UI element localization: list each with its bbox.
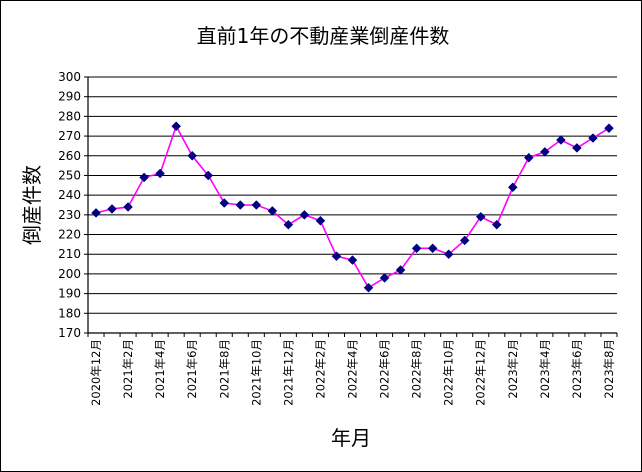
data-point <box>604 123 614 134</box>
data-point <box>507 182 518 193</box>
data-point <box>331 251 342 262</box>
y-tick-label: 240 <box>58 188 81 202</box>
data-point <box>267 206 278 216</box>
data-point <box>187 150 198 161</box>
x-axis-title: 年月 <box>331 426 371 450</box>
axes <box>84 76 618 337</box>
data-point <box>235 200 246 210</box>
data-point <box>107 204 117 214</box>
data-point <box>203 170 214 181</box>
y-tick-label: 230 <box>58 208 81 222</box>
y-tick-label: 300 <box>58 70 81 84</box>
y-tick-label: 190 <box>58 287 81 301</box>
data-point <box>299 209 310 220</box>
data-series <box>91 121 614 293</box>
x-tick-label: 2023年2月 <box>506 339 520 399</box>
data-point <box>572 143 582 153</box>
y-tick-label: 220 <box>58 228 81 242</box>
x-tick-label: 2021年10月 <box>249 339 263 406</box>
x-tick-label: 2021年2月 <box>121 339 135 399</box>
data-point <box>171 121 182 132</box>
x-tick-label: 2021年8月 <box>217 339 231 399</box>
x-tick-label: 2022年2月 <box>313 339 327 399</box>
data-point <box>251 200 262 210</box>
gridlines <box>88 76 617 314</box>
x-tick-label: 2022年10月 <box>442 339 456 406</box>
data-point <box>219 198 230 208</box>
x-tick-label: 2022年6月 <box>378 339 392 399</box>
x-tick-label: 2022年8月 <box>410 339 424 399</box>
y-tick-label: 270 <box>58 129 81 143</box>
x-tick-label: 2023年6月 <box>570 339 584 399</box>
data-point <box>139 172 149 183</box>
data-point <box>427 243 438 254</box>
data-point <box>91 208 101 218</box>
data-point <box>283 219 294 230</box>
data-point <box>443 249 454 260</box>
data-point <box>315 215 326 226</box>
y-tick-label: 210 <box>58 247 81 261</box>
x-tick-label: 2022年12月 <box>474 339 488 406</box>
chart-title: 直前1年の不動産業倒産件数 <box>197 24 450 48</box>
data-point <box>411 243 422 254</box>
x-tick-labels: 2020年12月 2021年2月 2021年4月 2021年6月 2021年8月 2021… <box>89 339 616 406</box>
data-point <box>347 255 358 265</box>
x-tick-label: 2021年6月 <box>185 339 199 399</box>
data-point <box>123 202 133 212</box>
x-tick-label: 2022年4月 <box>346 339 360 399</box>
y-tick-label: 280 <box>58 109 81 123</box>
y-tick-label: 170 <box>58 326 81 340</box>
x-tick-label: 2020年12月 <box>89 339 103 406</box>
data-point <box>475 211 486 222</box>
data-point <box>459 235 470 246</box>
y-tick-label: 260 <box>58 149 81 163</box>
y-tick-label: 290 <box>58 90 81 104</box>
data-point <box>155 168 165 179</box>
data-point <box>395 265 406 275</box>
x-tick-label: 2023年4月 <box>538 339 552 399</box>
data-point <box>363 282 374 293</box>
data-point <box>523 152 534 163</box>
x-tick-label: 2021年12月 <box>281 339 295 406</box>
y-axis-title: 倒産件数 <box>20 165 44 245</box>
data-point <box>491 219 502 230</box>
data-point <box>588 133 598 143</box>
y-tick-label: 200 <box>58 267 81 281</box>
y-tick-labels: 170 180 190 200 210 220 230 240 250 260 270 280 290 3… <box>58 70 81 340</box>
x-tick-label: 2023年8月 <box>602 339 616 399</box>
y-tick-label: 180 <box>58 306 81 320</box>
data-point <box>556 135 566 145</box>
y-tick-label: 250 <box>58 168 81 182</box>
data-point <box>540 146 550 157</box>
data-point <box>379 273 390 283</box>
x-tick-label: 2021年4月 <box>153 339 167 399</box>
